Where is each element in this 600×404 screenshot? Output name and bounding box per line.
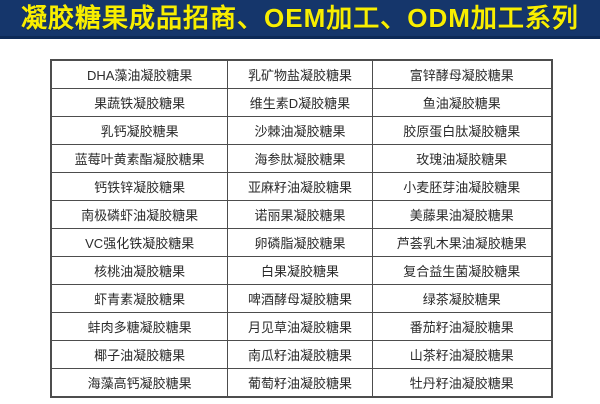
product-cell: 蓝莓叶黄素酯凝胶糖果 xyxy=(50,144,229,173)
product-cell: 绿茶凝胶糖果 xyxy=(371,284,553,313)
product-cell: 乳矿物盐凝胶糖果 xyxy=(227,59,373,89)
product-cell: 沙棘油凝胶糖果 xyxy=(227,116,373,145)
product-cell: 美藤果油凝胶糖果 xyxy=(371,200,553,229)
product-cell: 啤酒酵母凝胶糖果 xyxy=(227,284,373,313)
table-row: 果蔬铁凝胶糖果 维生素D凝胶糖果 鱼油凝胶糖果 xyxy=(50,88,553,117)
table-row: 乳钙凝胶糖果 沙棘油凝胶糖果 胶原蛋白肽凝胶糖果 xyxy=(50,116,553,145)
product-cell: 复合益生菌凝胶糖果 xyxy=(371,256,553,285)
table-row: 蚌肉多糖凝胶糖果 月见草油凝胶糖果 番茄籽油凝胶糖果 xyxy=(50,312,553,341)
table-row: 蓝莓叶黄素酯凝胶糖果 海参肽凝胶糖果 玫瑰油凝胶糖果 xyxy=(50,144,553,173)
table-row: 南极磷虾油凝胶糖果 诺丽果凝胶糖果 美藤果油凝胶糖果 xyxy=(50,200,553,229)
product-table-body: DHA藻油凝胶糖果 乳矿物盐凝胶糖果 富锌酵母凝胶糖果 果蔬铁凝胶糖果 维生素D凝胶糖果… xyxy=(50,59,553,398)
product-cell: 小麦胚芽油凝胶糖果 xyxy=(371,172,553,201)
product-cell: 牡丹籽油凝胶糖果 xyxy=(371,368,553,398)
product-cell: 蚌肉多糖凝胶糖果 xyxy=(50,312,229,341)
table-row: 虾青素凝胶糖果 啤酒酵母凝胶糖果 绿茶凝胶糖果 xyxy=(50,284,553,313)
product-cell: 鱼油凝胶糖果 xyxy=(371,88,553,117)
product-cell: 番茄籽油凝胶糖果 xyxy=(371,312,553,341)
product-table: DHA藻油凝胶糖果 乳矿物盐凝胶糖果 富锌酵母凝胶糖果 果蔬铁凝胶糖果 维生素D凝胶糖果… xyxy=(50,59,553,398)
product-cell: 亚麻籽油凝胶糖果 xyxy=(227,172,373,201)
table-row: VC强化铁凝胶糖果 卵磷脂凝胶糖果 芦荟乳木果油凝胶糖果 xyxy=(50,228,553,257)
product-cell: 诺丽果凝胶糖果 xyxy=(227,200,373,229)
product-cell: 乳钙凝胶糖果 xyxy=(50,116,229,145)
product-cell: 维生素D凝胶糖果 xyxy=(227,88,373,117)
table-row: DHA藻油凝胶糖果 乳矿物盐凝胶糖果 富锌酵母凝胶糖果 xyxy=(50,59,553,89)
table-row: 核桃油凝胶糖果 白果凝胶糖果 复合益生菌凝胶糖果 xyxy=(50,256,553,285)
product-cell: 海藻高钙凝胶糖果 xyxy=(50,368,229,398)
product-cell: 山茶籽油凝胶糖果 xyxy=(371,340,553,369)
product-cell: 月见草油凝胶糖果 xyxy=(227,312,373,341)
table-row: 海藻高钙凝胶糖果 葡萄籽油凝胶糖果 牡丹籽油凝胶糖果 xyxy=(50,368,553,398)
product-cell: 白果凝胶糖果 xyxy=(227,256,373,285)
table-row: 钙铁锌凝胶糖果 亚麻籽油凝胶糖果 小麦胚芽油凝胶糖果 xyxy=(50,172,553,201)
product-cell: 芦荟乳木果油凝胶糖果 xyxy=(371,228,553,257)
product-cell: 核桃油凝胶糖果 xyxy=(50,256,229,285)
product-cell: 虾青素凝胶糖果 xyxy=(50,284,229,313)
product-cell: 椰子油凝胶糖果 xyxy=(50,340,229,369)
product-cell: 南极磷虾油凝胶糖果 xyxy=(50,200,229,229)
product-cell: 南瓜籽油凝胶糖果 xyxy=(227,340,373,369)
page-title: 凝胶糖果成品招商、OEM加工、ODM加工系列 xyxy=(21,3,579,33)
product-cell: 葡萄籽油凝胶糖果 xyxy=(227,368,373,398)
product-cell: 海参肽凝胶糖果 xyxy=(227,144,373,173)
product-cell: 玫瑰油凝胶糖果 xyxy=(371,144,553,173)
product-cell: 富锌酵母凝胶糖果 xyxy=(371,59,553,89)
table-row: 椰子油凝胶糖果 南瓜籽油凝胶糖果 山茶籽油凝胶糖果 xyxy=(50,340,553,369)
product-cell: VC强化铁凝胶糖果 xyxy=(50,228,229,257)
product-cell: 卵磷脂凝胶糖果 xyxy=(227,228,373,257)
product-cell: 钙铁锌凝胶糖果 xyxy=(50,172,229,201)
header-banner: 凝胶糖果成品招商、OEM加工、ODM加工系列 xyxy=(0,0,600,39)
product-cell: 果蔬铁凝胶糖果 xyxy=(50,88,229,117)
product-cell: 胶原蛋白肽凝胶糖果 xyxy=(371,116,553,145)
product-cell: DHA藻油凝胶糖果 xyxy=(50,59,229,89)
